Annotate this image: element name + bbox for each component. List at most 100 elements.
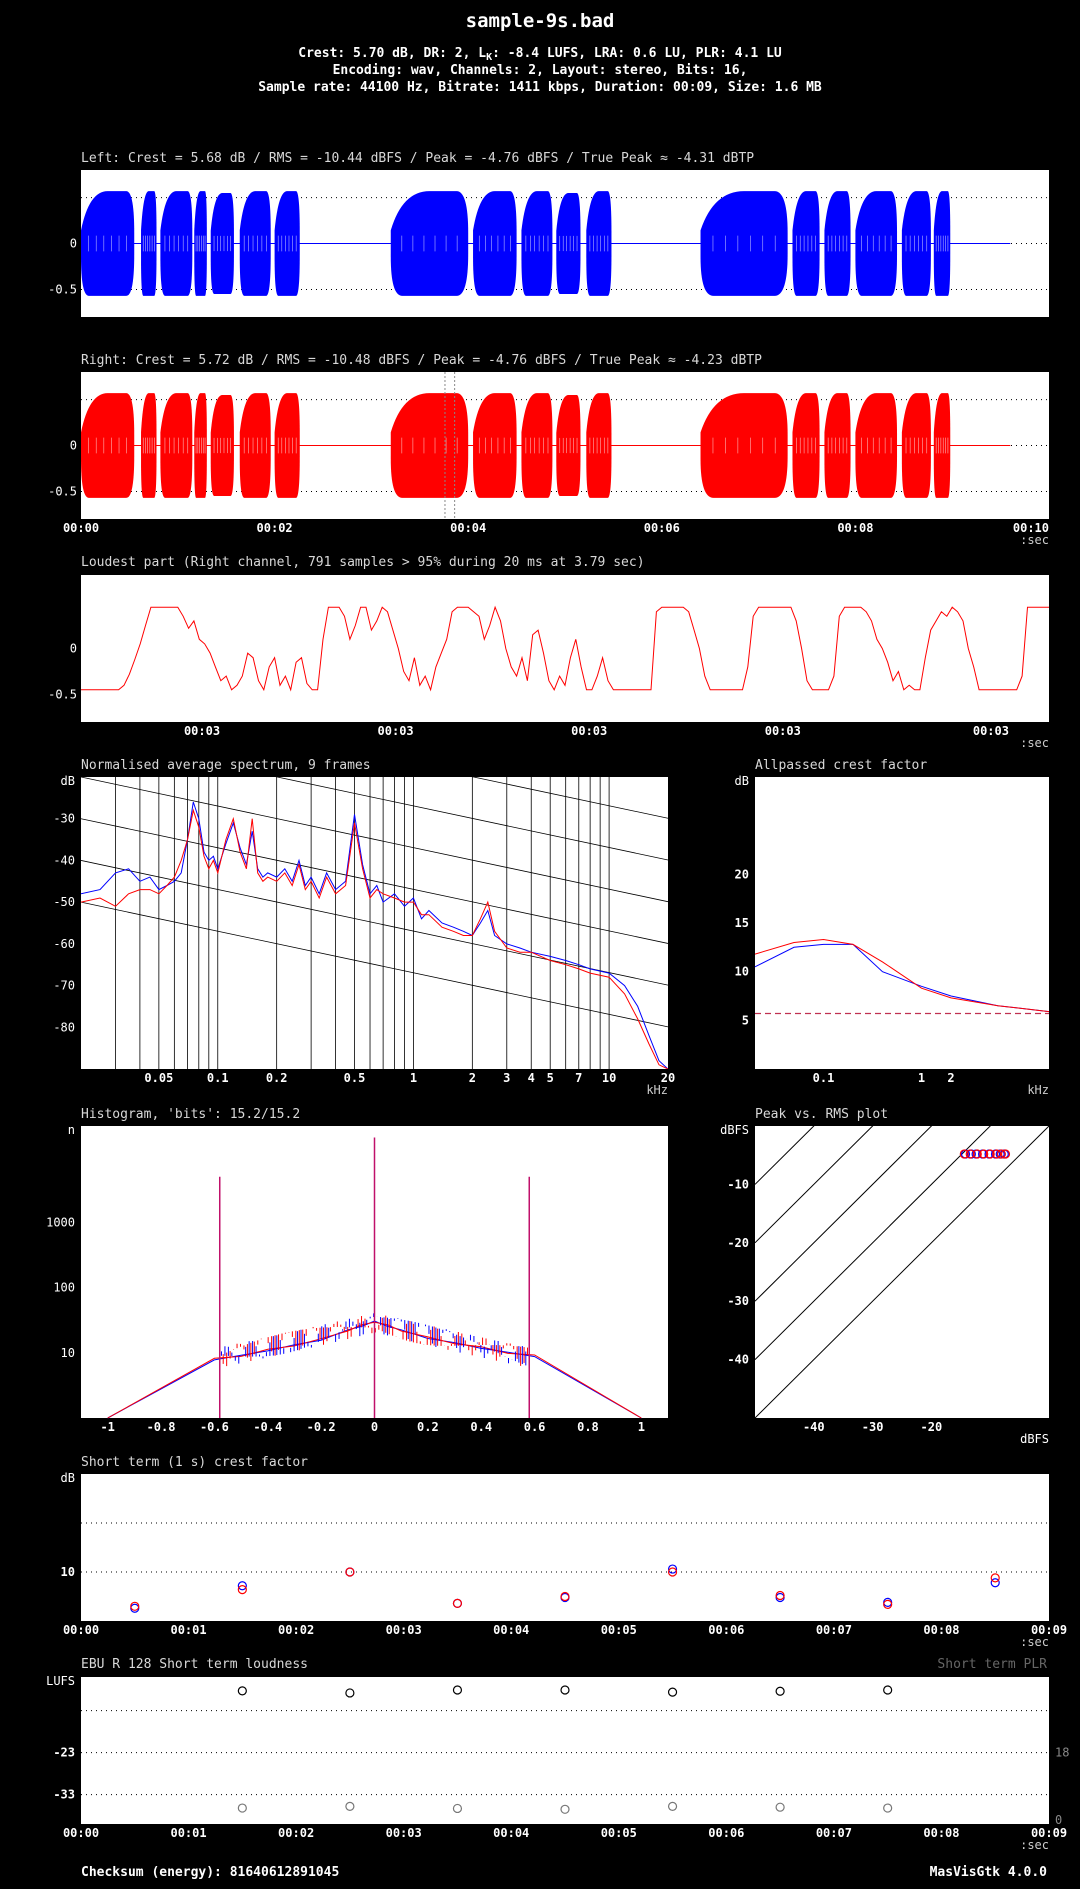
right-burst-8 [473, 393, 517, 498]
peak-rms-point [972, 1149, 982, 1159]
short-term-crest-point [237, 1585, 247, 1595]
x-unit-label: kHz [646, 1083, 668, 1097]
x-unit-label: :sec [1020, 1635, 1049, 1649]
x-tick-label: 00:01 [170, 1623, 206, 1637]
x-tick-label: 00:00 [63, 521, 99, 535]
y-tick-label: -10 [727, 1177, 749, 1191]
y-tick-label: -20 [727, 1236, 749, 1250]
crest-diagonal [755, 1126, 1049, 1418]
y-axis-label: dB [61, 1471, 75, 1485]
right-tick-label: 18 [1055, 1746, 1069, 1760]
y-tick-label: 10 [61, 1346, 75, 1360]
x-tick-label: -0.6 [200, 1420, 229, 1434]
left-burst-13 [792, 191, 820, 296]
y-tick-label: 100 [53, 1281, 75, 1295]
x-tick-label: 1 [638, 1420, 645, 1434]
x-tick-label: 0.8 [577, 1420, 599, 1434]
histogram-title: Histogram, 'bits': 15.2/15.2 [81, 1107, 300, 1122]
ebu-loudness-point [667, 1801, 678, 1811]
report-title: sample-9s.bad [466, 10, 615, 32]
ebu-loudness-point [560, 1685, 570, 1695]
right-burst-16 [901, 393, 931, 498]
x-tick-label: -0.2 [307, 1420, 336, 1434]
short-term-crest-point [667, 1567, 678, 1577]
y-tick-label: -0.5 [48, 484, 77, 498]
peak-rms-point [959, 1149, 969, 1159]
short-term-crest-title: Short term (1 s) crest factor [81, 1455, 308, 1470]
spectrum-slope-line [81, 901, 668, 1028]
y-axis-label: n [68, 1123, 75, 1137]
short-term-crest-chart: dB 10 00:00 00:01 00:02 00:03 00:04 00:05 00:06 0… [61, 1471, 1068, 1649]
right-burst-1 [141, 393, 157, 498]
lk-subscript: K [486, 52, 492, 63]
x-tick-label: 00:10 [1013, 521, 1049, 535]
right-burst-17 [933, 393, 951, 498]
y-axis-label: dBFS [720, 1123, 749, 1137]
right-burst-15 [855, 393, 898, 498]
ebu-loudness-point [237, 1803, 247, 1813]
x-tick-label: 0.2 [266, 1071, 288, 1085]
right-burst-4 [210, 394, 234, 497]
peak-vs-rms-chart: dBFS -10 -20 -30 -40 -40 -30 -20 dBFS [720, 1123, 1049, 1446]
x-tick-label: 00:00 [63, 1826, 99, 1840]
right-burst-10 [556, 394, 581, 497]
peak-rms-point [985, 1149, 995, 1159]
x-tick-label: 00:03 [386, 1623, 422, 1637]
x-tick-label: 00:04 [450, 521, 486, 535]
left-burst-10 [556, 192, 581, 295]
summary-line-2: Encoding: wav, Channels: 2, Layout: ster… [333, 63, 748, 78]
y-tick-label: 10 [61, 1565, 75, 1579]
x-tick-label: 00:06 [708, 1623, 744, 1637]
y-tick-label: 5 [742, 1013, 749, 1027]
left-burst-16 [901, 191, 931, 296]
y-tick-label: 0 [70, 439, 77, 453]
x-tick-label: 00:03 [765, 724, 801, 738]
x-tick-label: 00:03 [571, 724, 607, 738]
right-burst-2 [160, 393, 193, 498]
x-tick-label: 20 [661, 1071, 675, 1085]
peak-rms-point [965, 1149, 975, 1159]
x-tick-label: 00:05 [601, 1623, 637, 1637]
peak-rms-point [1000, 1149, 1011, 1159]
x-tick-label: 00:09 [1031, 1623, 1067, 1637]
allpassed-series-1 [754, 938, 1050, 1013]
ebu-loudness-point [452, 1685, 463, 1695]
x-tick-label: 0.1 [813, 1071, 835, 1085]
x-tick-label: 00:07 [816, 1623, 852, 1637]
x-tick-label: 0.1 [207, 1071, 229, 1085]
left-burst-14 [824, 191, 851, 296]
histogram-chart: n 10 100 1000 -1 -0.8 -0.6 -0.4 -0.2 0 0.2 0.4 0.6 0.… [46, 1123, 668, 1434]
short-term-crest-point [883, 1599, 893, 1609]
left-waveform-chart: 0 -0.5 [48, 170, 1049, 317]
y-axis-label: dB [61, 774, 75, 788]
x-tick-label: -0.4 [253, 1420, 282, 1434]
allpassed-plot-area [755, 777, 1049, 1069]
short-term-crest-point [452, 1598, 463, 1608]
spectrum-grid [81, 777, 668, 1069]
x-tick-label: 4 [528, 1071, 535, 1085]
right-burst-6 [274, 393, 300, 498]
y-tick-label: -30 [53, 812, 75, 826]
x-tick-label: 0 [371, 1420, 378, 1434]
ebu-loudness-point [775, 1686, 785, 1696]
x-tick-label: 00:08 [923, 1623, 959, 1637]
ebu-loudness-point [883, 1803, 893, 1813]
ebu-loudness-point [667, 1687, 678, 1697]
x-tick-label: 00:04 [493, 1826, 529, 1840]
x-tick-label: 3 [503, 1071, 510, 1085]
peak-rms-point [992, 1149, 1002, 1159]
x-tick-label: 00:09 [1031, 1826, 1067, 1840]
x-tick-label: 0.6 [524, 1420, 546, 1434]
right-waveform-chart: 0 -0.5 00:00 00:02 00:04 00:06 00:08 00:10:sec [48, 372, 1049, 547]
y-tick-label: -70 [53, 979, 75, 993]
x-tick-label: 1 [918, 1071, 925, 1085]
x-tick-label: -40 [803, 1420, 825, 1434]
x-tick-label: 00:02 [278, 1623, 314, 1637]
y-tick-label: 20 [735, 867, 749, 881]
loudest-plot-area [81, 575, 1049, 722]
allpassed-series-0 [754, 943, 1050, 1013]
x-tick-label: 00:03 [184, 724, 220, 738]
spectrum-series-0 [81, 801, 668, 1069]
y-axis-label: LUFS [46, 1674, 75, 1688]
crest-diagonal [755, 1126, 991, 1360]
